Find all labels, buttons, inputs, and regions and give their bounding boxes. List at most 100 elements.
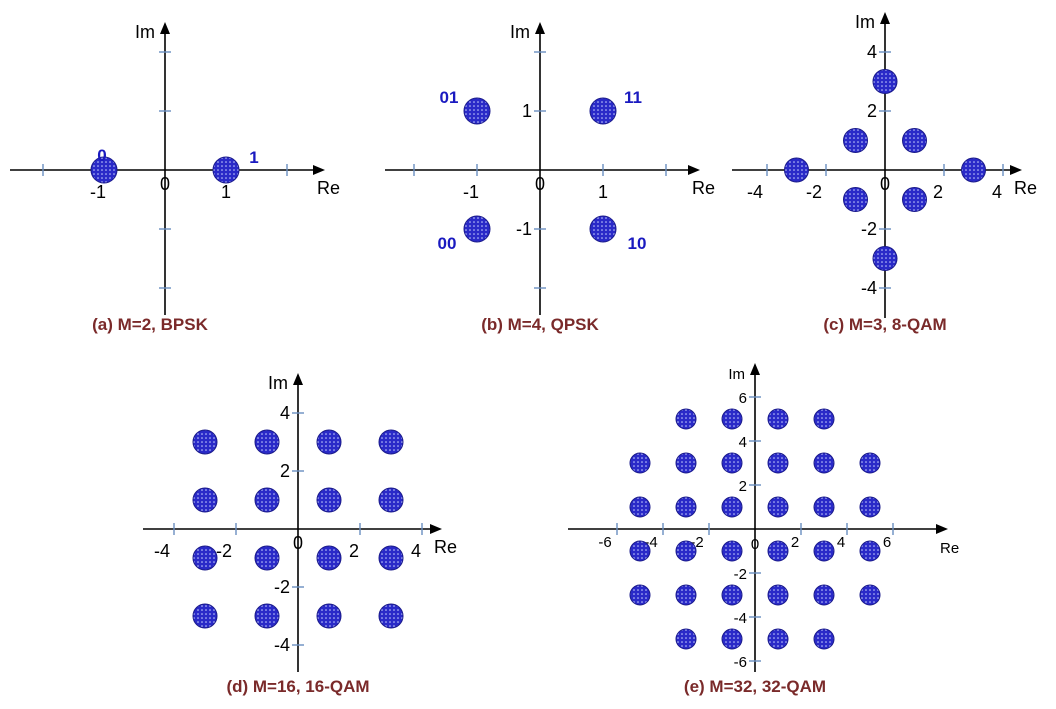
- x-tick-label: 1: [598, 182, 608, 202]
- y-tick-label: -2: [861, 219, 877, 239]
- x-tick-label: 2: [791, 534, 799, 551]
- bit-label: 11: [624, 88, 642, 107]
- constellation-point: [254, 545, 280, 571]
- constellation-point: [872, 69, 898, 94]
- y-tick-label: -2: [274, 577, 290, 597]
- origin-label: 0: [160, 174, 170, 194]
- panel-c: Re Im 0 -4 -2 2 4 4 2 -2 -4 (c) M=3, 8-QAM: [732, 12, 1037, 334]
- constellation-point: [859, 584, 881, 606]
- constellation-point: [675, 408, 697, 430]
- y-axis-label: Im: [135, 22, 155, 42]
- constellation-point: [767, 540, 789, 562]
- x-tick-label: 4: [992, 182, 1002, 202]
- y-tick-label: -4: [734, 610, 747, 627]
- origin-label: 0: [880, 174, 890, 194]
- x-axis-arrow-icon: [430, 524, 442, 534]
- constellation-point: [192, 429, 218, 455]
- bit-label: 0: [97, 146, 106, 165]
- bit-label: 10: [628, 234, 647, 253]
- constellation-point: [843, 187, 868, 212]
- constellation-point: [813, 496, 835, 518]
- constellation-point: [316, 429, 342, 455]
- y-axis-label: Im: [728, 366, 745, 383]
- y-axis-arrow-icon: [293, 373, 303, 385]
- y-axis-arrow-icon: [880, 12, 890, 24]
- y-tick-label: -4: [861, 278, 877, 298]
- y-tick-label: 4: [867, 42, 877, 62]
- y-axis-label: Im: [510, 22, 530, 42]
- y-tick-label: 2: [280, 461, 290, 481]
- x-tick-label: -1: [463, 182, 479, 202]
- panel-caption: (a) M=2, BPSK: [92, 315, 208, 334]
- constellation-point: [813, 628, 835, 650]
- constellation-point: [721, 628, 743, 650]
- constellation-point: [378, 429, 404, 455]
- constellation-point: [629, 584, 651, 606]
- panel-caption: (b) M=4, QPSK: [481, 315, 599, 334]
- x-tick-label: 2: [933, 182, 943, 202]
- constellation-point: [316, 603, 342, 629]
- x-tick-label: -2: [216, 541, 232, 561]
- constellation-point: [813, 540, 835, 562]
- bit-label: 01: [440, 88, 459, 107]
- constellation-point: [859, 452, 881, 474]
- constellation-point: [316, 545, 342, 571]
- constellation-point: [843, 128, 868, 153]
- constellation-point: [378, 603, 404, 629]
- x-tick-label: 6: [883, 534, 891, 551]
- x-axis-label: Re: [1014, 178, 1037, 198]
- constellation-point: [254, 429, 280, 455]
- constellation-point: [721, 540, 743, 562]
- constellation-point: [589, 97, 617, 125]
- x-tick-label: 4: [837, 534, 845, 551]
- constellation-point: [902, 187, 927, 212]
- origin-label: 0: [751, 536, 759, 553]
- x-tick-label: 2: [349, 541, 359, 561]
- constellation-point: [675, 584, 697, 606]
- panel-d: Re Im 0 -4 -2 2 4 4 2 -2 -4 (d) M=16, 16-QAM: [143, 373, 457, 696]
- constellation-point: [784, 157, 809, 183]
- constellation-point: [767, 628, 789, 650]
- panel-caption: (e) M=32, 32-QAM: [684, 677, 826, 696]
- x-tick-label: 1: [221, 182, 231, 202]
- constellation-point: [813, 452, 835, 474]
- constellation-point: [721, 452, 743, 474]
- x-axis-arrow-icon: [936, 524, 948, 534]
- constellation-point: [212, 156, 240, 184]
- x-tick-label: -2: [806, 182, 822, 202]
- x-axis-label: Re: [940, 540, 959, 557]
- x-axis-arrow-icon: [688, 165, 700, 175]
- panel-caption: (c) M=3, 8-QAM: [823, 315, 946, 334]
- constellation-point: [254, 487, 280, 513]
- constellation-point: [813, 408, 835, 430]
- constellation-point: [675, 540, 697, 562]
- constellation-point: [859, 540, 881, 562]
- x-tick-label: -4: [154, 541, 170, 561]
- y-tick-label: -1: [516, 219, 532, 239]
- constellation-point: [378, 487, 404, 513]
- constellation-point: [254, 603, 280, 629]
- panel-a: Re Im 0 -1 1 0 1 (a) M=2, BPSK: [10, 22, 340, 334]
- constellation-point: [378, 545, 404, 571]
- y-axis-arrow-icon: [160, 22, 170, 34]
- constellation-point: [629, 496, 651, 518]
- bit-label: 1: [249, 148, 258, 167]
- y-tick-label: 4: [739, 434, 747, 451]
- x-tick-label: -4: [747, 182, 763, 202]
- constellation-point: [192, 487, 218, 513]
- constellation-point: [872, 246, 898, 271]
- constellation-point: [961, 157, 986, 183]
- constellation-point: [902, 128, 927, 153]
- x-tick-label: -1: [90, 182, 106, 202]
- constellation-point: [463, 215, 491, 243]
- x-tick-label: 4: [411, 541, 421, 561]
- panel-caption: (d) M=16, 16-QAM: [226, 677, 369, 696]
- y-axis-label: Im: [855, 12, 875, 32]
- constellation-point: [316, 487, 342, 513]
- constellation-point: [629, 540, 651, 562]
- constellation-point: [767, 584, 789, 606]
- x-tick-label: -6: [598, 534, 611, 551]
- constellation-point: [463, 97, 491, 125]
